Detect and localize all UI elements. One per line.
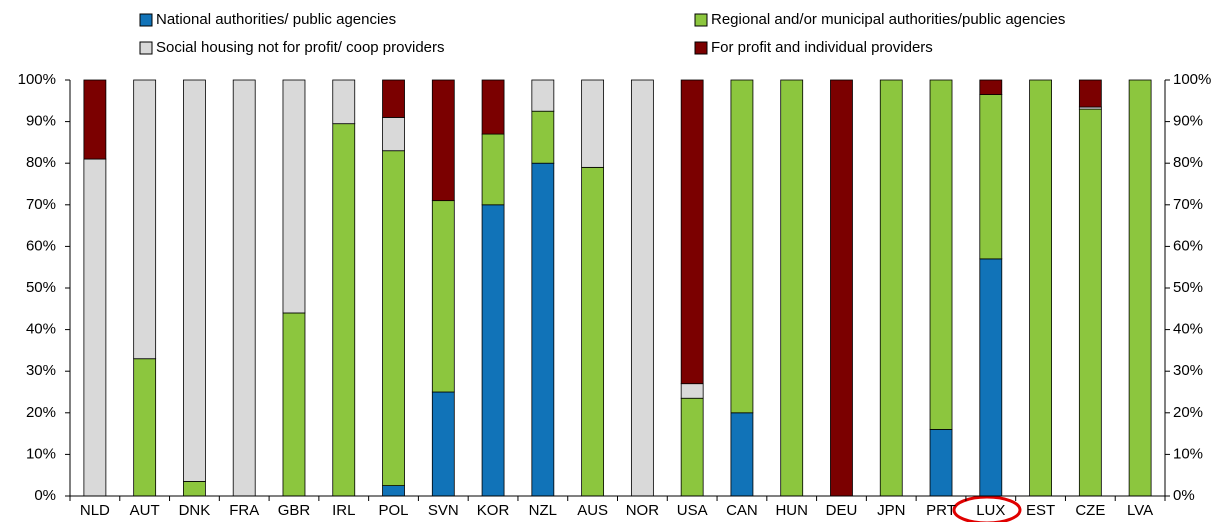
x-tick-label: EST bbox=[1026, 502, 1055, 519]
legend-swatch bbox=[694, 41, 708, 55]
bar-segment bbox=[979, 258, 1003, 497]
bar-segment bbox=[382, 485, 405, 497]
y2-tick-label: 100% bbox=[1173, 71, 1211, 88]
legend-swatch bbox=[139, 13, 153, 27]
bar-segment bbox=[332, 79, 356, 125]
bar-segment bbox=[1128, 79, 1152, 497]
y2-tick-label: 30% bbox=[1173, 362, 1203, 379]
bar-segment bbox=[830, 79, 853, 497]
bar-segment bbox=[581, 79, 605, 168]
bar-segment bbox=[929, 429, 953, 497]
x-tick-label: SVN bbox=[428, 502, 459, 519]
x-tick-label: NOR bbox=[626, 502, 660, 519]
x-tick-label: CAN bbox=[726, 502, 758, 519]
x-tick-label: PRT bbox=[926, 502, 956, 519]
y-tick-label: 40% bbox=[26, 321, 56, 338]
bar-segment bbox=[1078, 108, 1102, 497]
y2-tick-label: 60% bbox=[1173, 237, 1203, 254]
x-tick-label: JPN bbox=[877, 502, 905, 519]
bar-segment bbox=[83, 79, 107, 160]
y-tick-label: 0% bbox=[34, 487, 56, 504]
y-tick-label: 70% bbox=[26, 196, 56, 213]
bar-segment bbox=[630, 79, 654, 497]
x-tick-label: IRL bbox=[332, 502, 355, 519]
y-tick-label: 20% bbox=[26, 404, 56, 421]
bar-segment bbox=[680, 79, 704, 385]
bar-segment bbox=[133, 358, 157, 497]
legend-swatch bbox=[694, 13, 708, 27]
bar-segment bbox=[929, 79, 953, 430]
bar-segment bbox=[979, 94, 1003, 260]
bar-segment bbox=[1078, 79, 1102, 108]
x-tick-label: NLD bbox=[80, 502, 110, 519]
y-tick-label: 10% bbox=[26, 445, 56, 462]
highlight-circle bbox=[952, 495, 1022, 522]
legend-label: Regional and/or municipal authorities/pu… bbox=[711, 11, 1065, 28]
bar-segment bbox=[531, 162, 555, 497]
y2-tick-label: 90% bbox=[1173, 113, 1203, 130]
bar-segment bbox=[332, 123, 356, 497]
bar-segment bbox=[382, 117, 405, 152]
x-tick-label: AUS bbox=[577, 502, 608, 519]
x-tick-label: POL bbox=[379, 502, 409, 519]
bar-segment bbox=[979, 79, 1003, 95]
y-tick-label: 60% bbox=[26, 237, 56, 254]
x-tick-label: FRA bbox=[229, 502, 259, 519]
x-tick-label: LVA bbox=[1127, 502, 1153, 519]
bar-segment bbox=[282, 312, 306, 497]
y-tick-label: 80% bbox=[26, 154, 56, 171]
y2-tick-label: 70% bbox=[1173, 196, 1203, 213]
bar-segment bbox=[133, 79, 157, 360]
y2-tick-label: 10% bbox=[1173, 445, 1203, 462]
bar-segment bbox=[282, 79, 306, 314]
bar-segment bbox=[581, 166, 605, 497]
bar-segment bbox=[83, 158, 107, 497]
x-tick-label: HUN bbox=[775, 502, 808, 519]
legend-label: National authorities/ public agencies bbox=[156, 11, 396, 28]
bar-segment bbox=[481, 133, 505, 206]
x-tick-label: DNK bbox=[179, 502, 211, 519]
y2-tick-label: 0% bbox=[1173, 487, 1195, 504]
bar-segment bbox=[1029, 79, 1052, 497]
x-tick-label: NZL bbox=[529, 502, 557, 519]
bar-segment bbox=[183, 481, 206, 497]
y-tick-label: 50% bbox=[26, 279, 56, 296]
y-tick-label: 90% bbox=[26, 113, 56, 130]
legend-swatch bbox=[139, 41, 153, 55]
legend-label: Social housing not for profit/ coop prov… bbox=[156, 39, 445, 56]
bar-segment bbox=[431, 79, 455, 202]
x-tick-label: DEU bbox=[826, 502, 858, 519]
bar-segment bbox=[531, 110, 555, 164]
x-tick-label: AUT bbox=[130, 502, 160, 519]
bar-segment bbox=[183, 79, 206, 482]
y2-tick-label: 80% bbox=[1173, 154, 1203, 171]
bar-segment bbox=[232, 79, 256, 497]
y2-tick-label: 20% bbox=[1173, 404, 1203, 421]
bar-segment bbox=[730, 412, 754, 497]
x-tick-label: GBR bbox=[278, 502, 311, 519]
y-tick-label: 30% bbox=[26, 362, 56, 379]
bar-segment bbox=[780, 79, 804, 497]
bar-segment bbox=[680, 397, 704, 497]
bar-segment bbox=[382, 79, 405, 118]
bar-segment bbox=[730, 79, 754, 414]
x-tick-label: USA bbox=[677, 502, 708, 519]
bar-segment bbox=[431, 391, 455, 497]
x-tick-label: CZE bbox=[1075, 502, 1105, 519]
y-tick-label: 100% bbox=[18, 71, 56, 88]
y2-tick-label: 50% bbox=[1173, 279, 1203, 296]
y2-tick-label: 40% bbox=[1173, 321, 1203, 338]
bar-segment bbox=[531, 79, 555, 112]
bar-segment bbox=[481, 79, 505, 135]
bar-segment bbox=[431, 200, 455, 393]
bar-segment bbox=[680, 383, 704, 399]
bar-segment bbox=[382, 150, 405, 487]
x-tick-label: LUX bbox=[976, 502, 1005, 519]
bar-segment bbox=[879, 79, 903, 497]
x-tick-label: KOR bbox=[477, 502, 510, 519]
legend-label: For profit and individual providers bbox=[711, 39, 933, 56]
bar-segment bbox=[481, 204, 505, 497]
